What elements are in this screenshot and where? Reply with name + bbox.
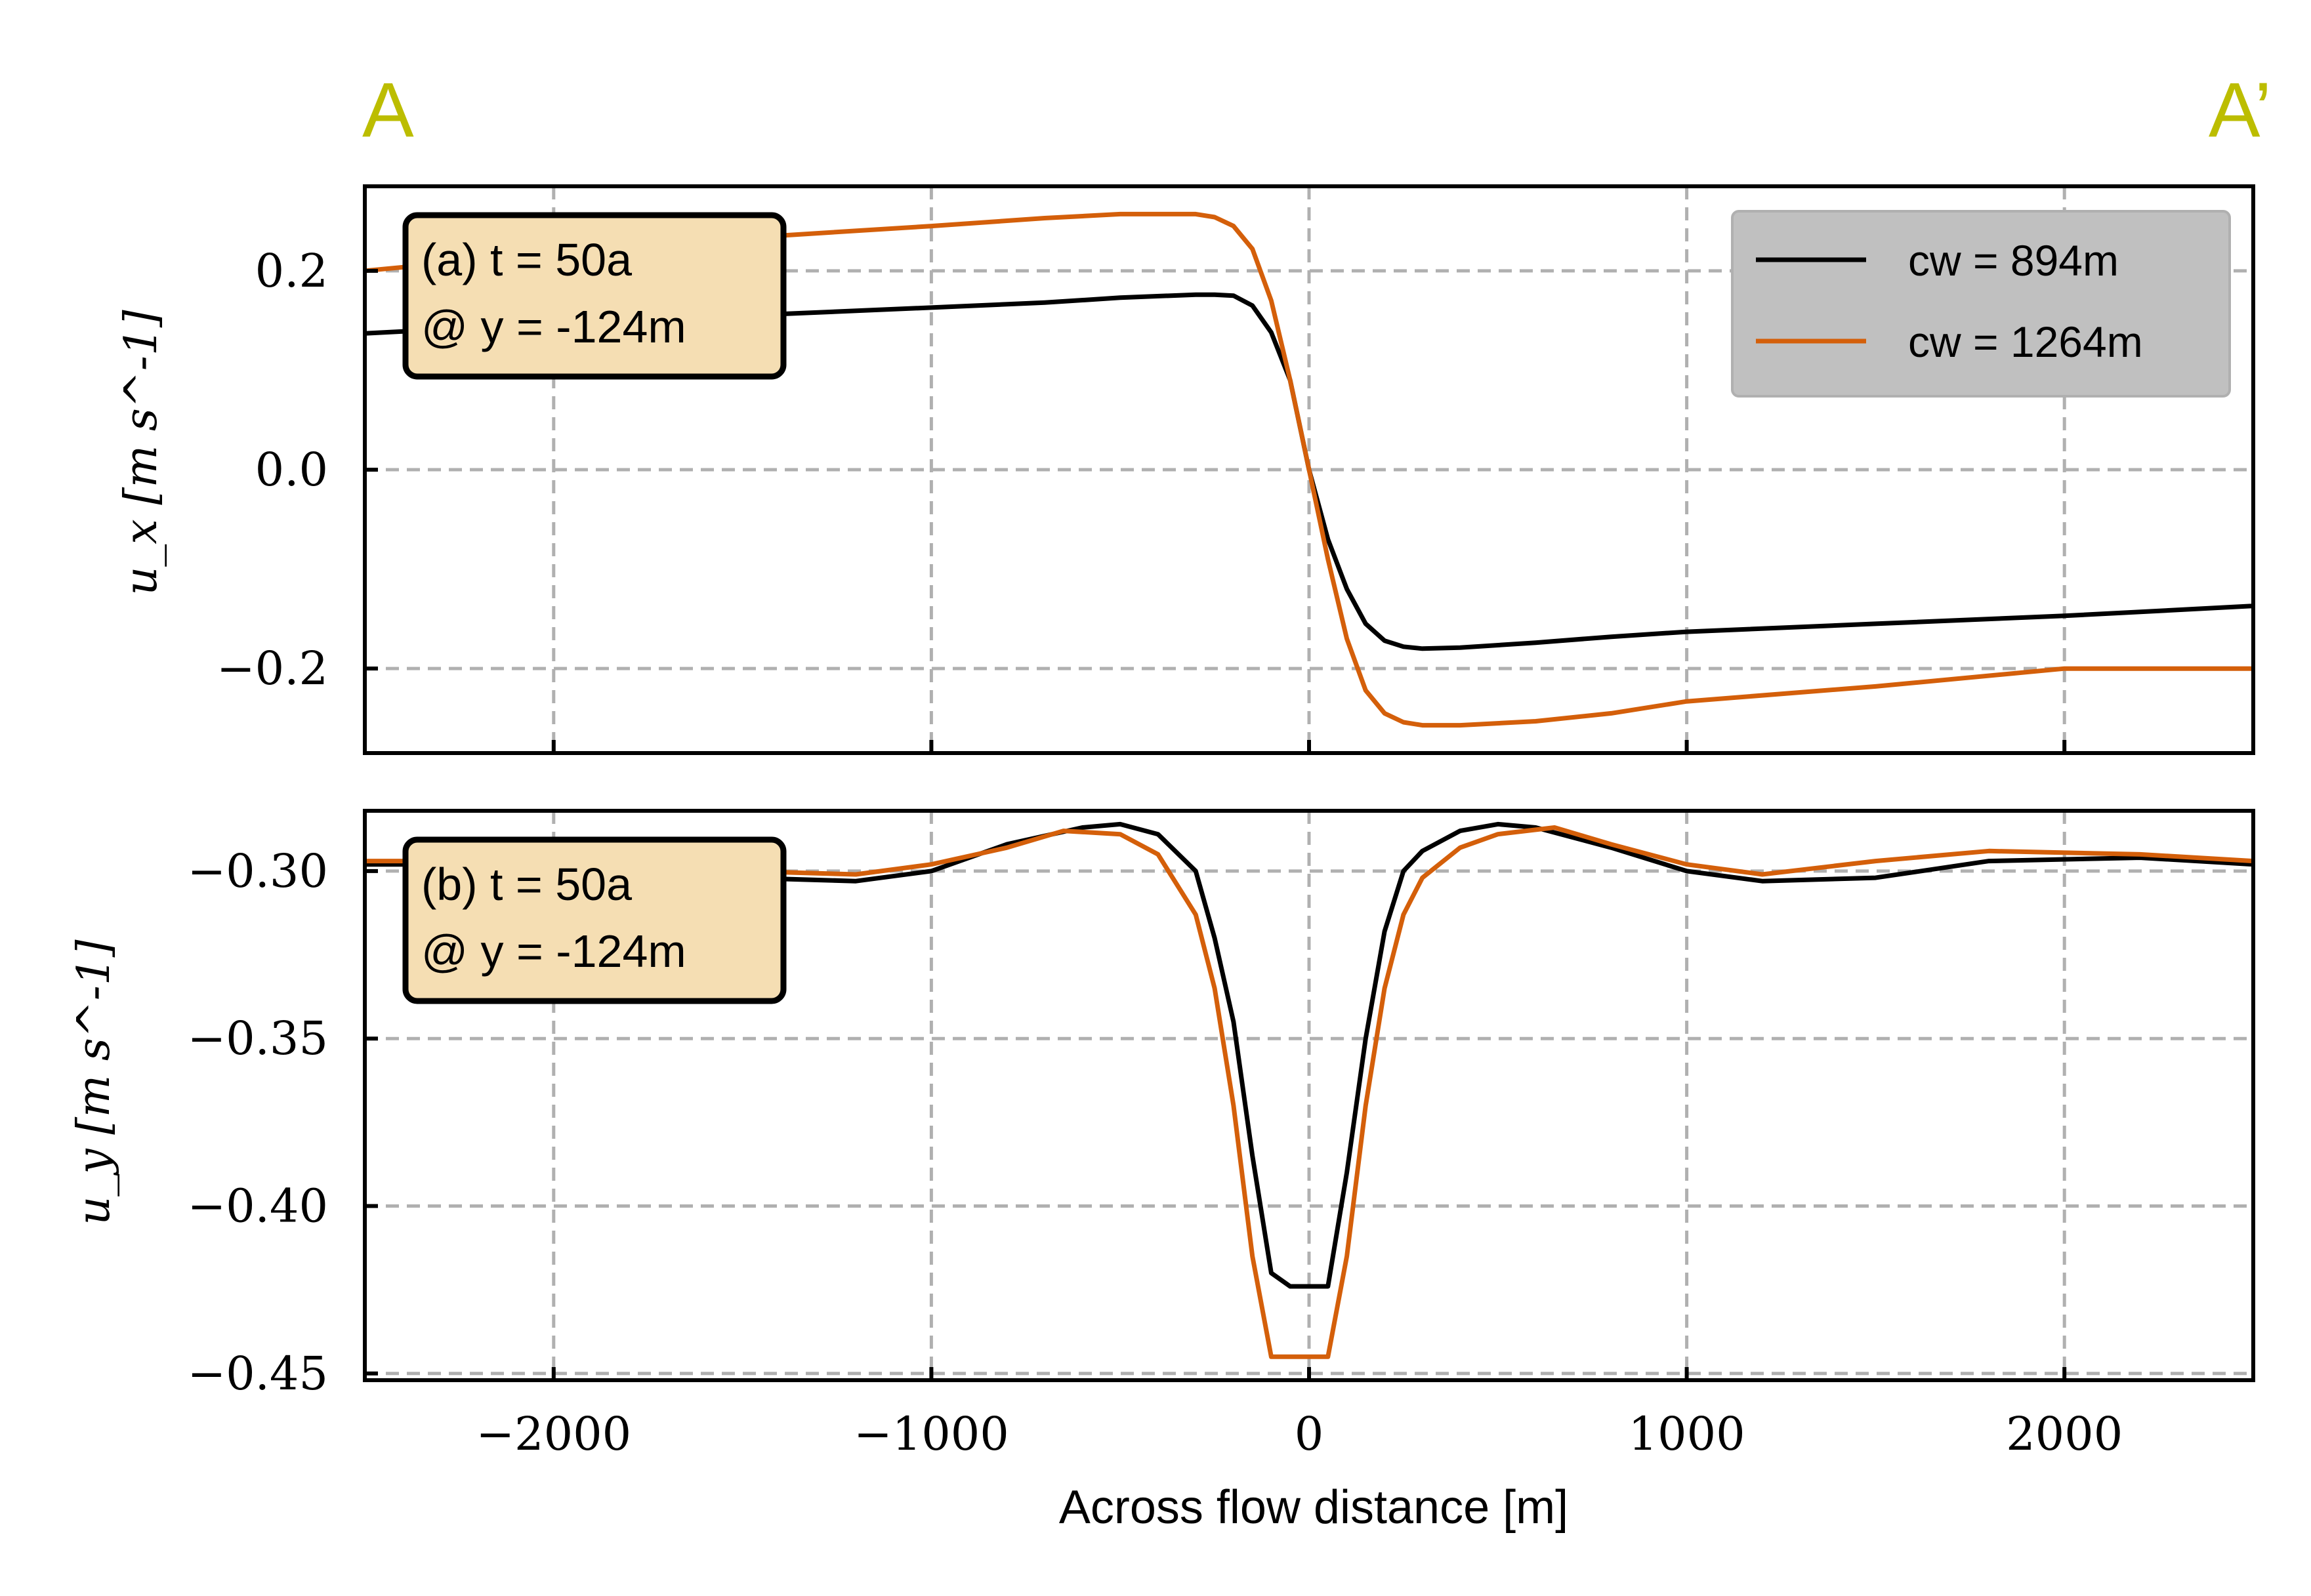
bottom-series-cw-894 [365, 821, 2254, 1289]
bottom-annotation: (b) t = 50a @ y = -124m [402, 836, 787, 1004]
top-series-cw-1264 [364, 211, 2253, 728]
bottom-series-lines [365, 821, 2254, 1359]
top-series-lines [364, 211, 2254, 728]
bottom-xtick-label: 1000 [1629, 1407, 1745, 1461]
bottom-xtick-label: 0 [1295, 1407, 1324, 1461]
top-annotation-line-2: @ y = -124m [421, 301, 686, 352]
bottom-xtick-label: −1000 [854, 1407, 1009, 1461]
top-y-axis-label: u_x [m s^-1] [115, 310, 167, 595]
bottom-series-cw-1264 [365, 825, 2254, 1359]
bottom-ytick-label: −0.40 [187, 1179, 328, 1233]
top-annotation-line-1: (a) t = 50a [421, 234, 632, 285]
top-frame [363, 184, 2255, 755]
bottom-annotation-line-1: (b) t = 50a [421, 859, 632, 910]
top-ytick-label: −0.2 [217, 642, 328, 695]
bottom-frame [363, 809, 2255, 1382]
bottom-ytick-label: −0.45 [187, 1347, 328, 1401]
bottom-xtick-label: −2000 [476, 1407, 631, 1461]
top-panel: −0.2 0.0 0.2 (a) t = 50a @ y = -124m cw = … [115, 184, 2255, 755]
legend-label-cw-1264: cw = 1264m [1908, 317, 2143, 366]
bottom-annotation-box [402, 836, 787, 1004]
bottom-xtick-label: 2000 [2006, 1407, 2123, 1461]
bottom-ytick-label: −0.35 [187, 1012, 328, 1065]
bottom-ytick-label: −0.30 [187, 844, 328, 898]
bottom-annotation-line-2: @ y = -124m [421, 926, 686, 977]
top-ytick-label: 0.2 [255, 244, 328, 298]
section-start-label: A [362, 67, 414, 153]
section-end-label: A’ [2209, 67, 2272, 153]
legend-label-cw-894: cw = 894m [1908, 236, 2119, 285]
bottom-panel: −0.45−0.40−0.35−0.30−2000 −1000 0 1000 2000 … [68, 809, 2255, 1534]
legend[interactable]: cw = 894m cw = 1264m [1731, 210, 2231, 398]
bottom-y-axis-label: u_y [m s^-1] [68, 939, 120, 1225]
top-annotation-box [402, 212, 787, 380]
top-ytick-label: 0.0 [255, 443, 328, 497]
bottom-ticks: −0.45 −0.40 −0.35 −0.30 −2000 −1000 0 1000 2000 [187, 844, 2123, 1461]
top-ticks: −0.2 0.0 0.2 [217, 244, 2067, 753]
x-axis-label: Across flow distance [m] [1059, 1481, 1568, 1534]
top-annotation: (a) t = 50a @ y = -124m [402, 212, 787, 380]
